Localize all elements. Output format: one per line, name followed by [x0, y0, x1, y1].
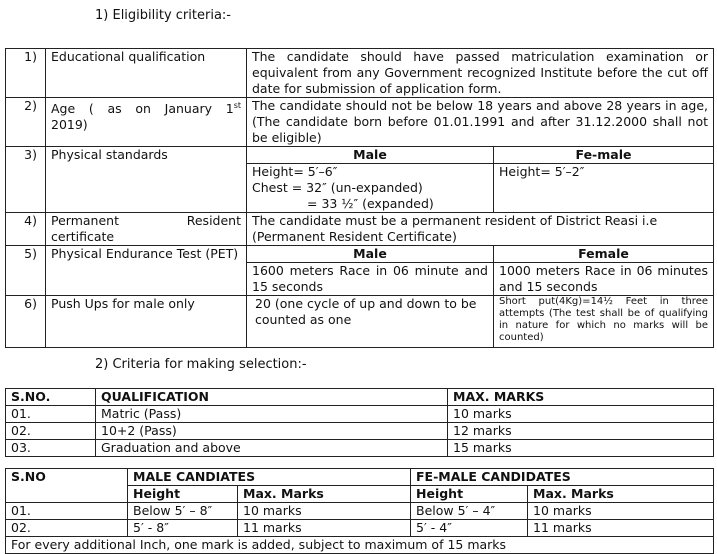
table-row: 1600 meters Race in 06 minute and 15 sec…: [6, 262, 714, 296]
table-row: 02. 10+2 (Pass) 12 marks: [5, 422, 714, 440]
criteria-detail: The candidate should not be below 18 yea…: [246, 97, 714, 147]
female-standards: Height= 5′–2″: [493, 163, 714, 213]
table-header-row: S.NO MALE CANDIATES FE-MALE CANDIDATES: [5, 468, 715, 503]
table-row: 2) Age ( as on January 1st 2019) The cand…: [5, 97, 714, 147]
criteria-item: Push Ups for male only: [45, 295, 247, 348]
criteria-item: Physical standards: [45, 146, 247, 213]
row-number: 1): [5, 48, 46, 98]
section1-title: 1) Eligibility criteria:-: [95, 8, 231, 23]
criteria-item: Educational qualification: [45, 48, 247, 98]
criteria-detail: The candidate should have passed matricu…: [246, 48, 714, 98]
male-pet: 1600 meters Race in 06 minute and 15 sec…: [246, 262, 494, 296]
male-header: Male: [246, 146, 494, 164]
table-row: 01. Matric (Pass) 10 marks: [5, 405, 714, 423]
female-pet: 1000 meters Race in 06 minutes and 15 se…: [493, 262, 714, 296]
table-note-row: For every additional Inch, one mark is a…: [4, 536, 715, 554]
criteria-detail: The candidate must be a permanent reside…: [246, 212, 714, 246]
row-number: 4): [5, 212, 46, 246]
table-row: Height= 5′–6″ Chest = 32″ (un-expanded) = …: [6, 163, 714, 213]
note: For every additional Inch, one mark is a…: [4, 536, 715, 554]
table-row: 03. Graduation and above 15 marks: [5, 439, 714, 457]
female-header: Female: [493, 245, 714, 263]
criteria-item: Permanent Resident certificate: [45, 212, 247, 246]
female-shotput: Short put(4Kg)=14½ Feet in three attempt…: [493, 295, 714, 348]
table-row: 3) Physical standards Male Fe-male: [5, 146, 714, 213]
row-number: 5): [5, 245, 46, 296]
table-row: 1) Educational qualification The candida…: [5, 48, 714, 98]
row-number: 3): [5, 146, 46, 213]
section2-title: 2) Criteria for making selection:-: [95, 357, 307, 372]
criteria-item: Physical Endurance Test (PET): [45, 245, 247, 296]
male-pushups: 20 (one cycle of up and down to be count…: [246, 295, 494, 348]
table-row: 02. 5′ - 8″ 11 marks 5′ - 4″ 11 marks: [5, 519, 715, 537]
height-marks-table: S.NO MALE CANDIATES FE-MALE CANDIDATES H…: [4, 468, 715, 554]
table-row: 4) Permanent Resident certificate The can…: [5, 212, 714, 246]
male-standards: Height= 5′–6″ Chest = 32″ (un-expanded) = …: [246, 163, 494, 213]
table-row: 5) Physical Endurance Test (PET) Male Fe…: [5, 245, 714, 296]
table-row: 01. Below 5′ – 8″ 10 marks Below 5′ – 4″ 10 …: [5, 502, 715, 520]
male-header: Male: [246, 245, 494, 263]
qualification-marks-table: S.NO. QUALIFICATION MAX. MARKS 01. Matric…: [5, 388, 714, 457]
criteria-item: Age ( as on January 1st 2019): [45, 97, 247, 147]
eligibility-table: 1) Educational qualification The candida…: [5, 48, 714, 348]
table-row: 6) Push Ups for male only 20 (one cycle …: [5, 295, 714, 348]
row-number: 6): [5, 295, 46, 348]
female-header: Fe-male: [493, 146, 714, 164]
table-header-row: S.NO. QUALIFICATION MAX. MARKS: [5, 388, 714, 406]
row-number: 2): [5, 97, 46, 147]
